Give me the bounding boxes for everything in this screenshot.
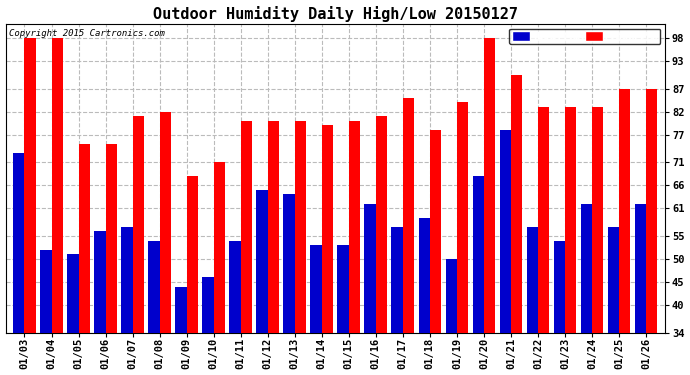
Bar	[511, 75, 522, 333]
Bar	[646, 88, 658, 333]
Bar	[40, 250, 52, 333]
Bar	[484, 38, 495, 333]
Bar	[202, 278, 214, 333]
Bar	[619, 88, 631, 333]
Bar	[608, 227, 619, 333]
Bar	[132, 116, 144, 333]
Bar	[403, 98, 414, 333]
Bar	[430, 130, 441, 333]
Bar	[79, 144, 90, 333]
Bar	[241, 121, 252, 333]
Bar	[376, 116, 387, 333]
Bar	[121, 227, 132, 333]
Bar	[473, 176, 484, 333]
Bar	[322, 125, 333, 333]
Bar	[67, 254, 79, 333]
Bar	[500, 130, 511, 333]
Bar	[95, 231, 106, 333]
Bar	[565, 107, 576, 333]
Bar	[446, 259, 457, 333]
Bar	[364, 204, 376, 333]
Bar	[214, 162, 225, 333]
Bar	[106, 144, 117, 333]
Bar	[457, 102, 469, 333]
Bar	[391, 227, 403, 333]
Bar	[175, 286, 186, 333]
Bar	[526, 227, 538, 333]
Bar	[592, 107, 603, 333]
Bar	[348, 121, 360, 333]
Bar	[148, 240, 159, 333]
Bar	[284, 195, 295, 333]
Title: Outdoor Humidity Daily High/Low 20150127: Outdoor Humidity Daily High/Low 20150127	[152, 6, 518, 21]
Bar	[295, 121, 306, 333]
Bar	[159, 112, 171, 333]
Bar	[635, 204, 646, 333]
Text: Copyright 2015 Cartronics.com: Copyright 2015 Cartronics.com	[9, 29, 165, 38]
Bar	[538, 107, 549, 333]
Legend: Low  (%), High  (%): Low (%), High (%)	[509, 28, 660, 44]
Bar	[257, 190, 268, 333]
Bar	[13, 153, 24, 333]
Bar	[52, 38, 63, 333]
Bar	[310, 245, 322, 333]
Bar	[24, 38, 36, 333]
Bar	[229, 240, 241, 333]
Bar	[186, 176, 198, 333]
Bar	[337, 245, 348, 333]
Bar	[553, 240, 565, 333]
Bar	[581, 204, 592, 333]
Bar	[419, 217, 430, 333]
Bar	[268, 121, 279, 333]
